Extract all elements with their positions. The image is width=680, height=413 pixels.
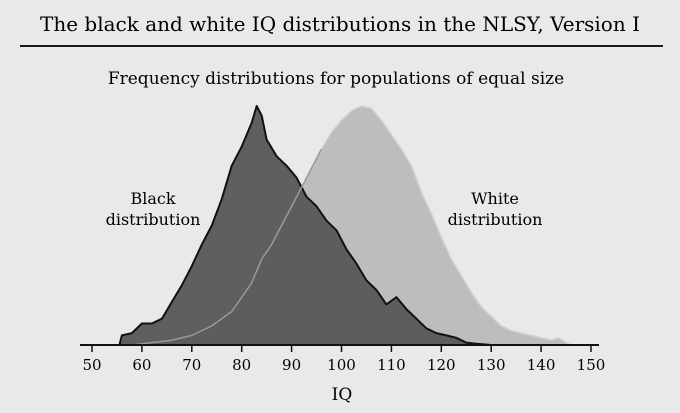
x-tick-label: 90 (282, 356, 301, 374)
x-tick-label: 80 (232, 356, 251, 374)
black-distribution-area (119, 106, 492, 345)
legend-black-line1: Black (130, 189, 175, 208)
x-tick-label: 150 (577, 356, 606, 374)
legend-white-line2: distribution (448, 210, 543, 229)
x-axis-ticks: 50 60 70 80 90 100 110 120 130 140 150 (82, 345, 605, 374)
x-tick-label: 60 (132, 356, 151, 374)
x-tick-label: 50 (82, 356, 101, 374)
black-distribution-outline (118, 105, 492, 346)
x-tick-label: 70 (182, 356, 201, 374)
x-tick-label: 110 (377, 356, 406, 374)
x-tick-label: 120 (427, 356, 456, 374)
chart-title: Frequency distributions for populations … (108, 69, 564, 89)
series-layer (118, 105, 572, 346)
x-tick-label: 130 (477, 356, 506, 374)
x-tick-label: 140 (527, 356, 556, 374)
white-distribution-overlap-outline (131, 148, 323, 346)
x-tick-label: 100 (327, 356, 356, 374)
legend-black-line2: distribution (106, 210, 201, 229)
page-title: The black and white IQ distributions in … (40, 12, 640, 36)
legend-white-line1: White (471, 189, 519, 208)
x-axis-label: IQ (332, 385, 353, 405)
white-distribution-area (131, 106, 571, 345)
